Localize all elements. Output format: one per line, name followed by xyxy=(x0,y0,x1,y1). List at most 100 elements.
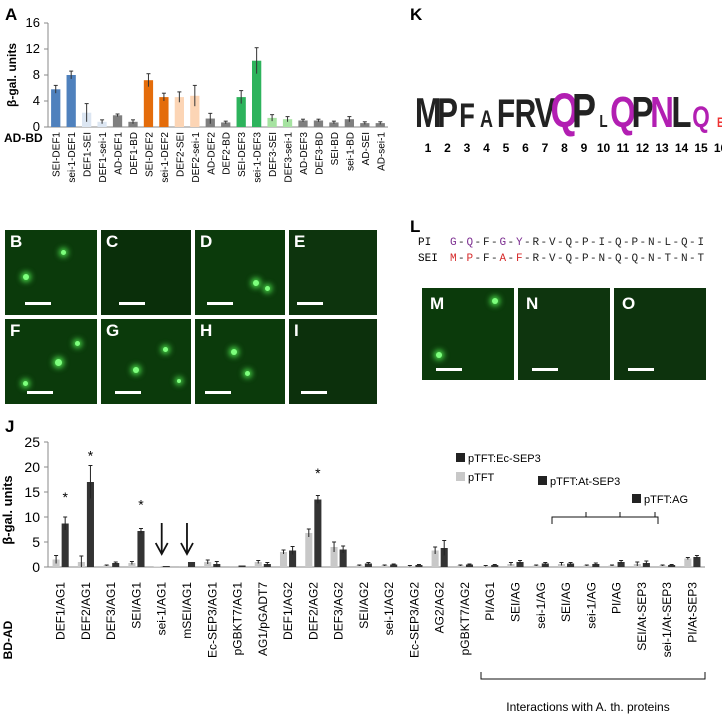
bar-DEF3-BD xyxy=(313,120,324,127)
scale-bar xyxy=(436,368,462,371)
alignment-residue: Q xyxy=(681,237,688,249)
bar-pTFT-sei-1/At-SEP3 xyxy=(659,565,667,567)
scale-bar xyxy=(297,302,323,305)
bar-DEF2-SEI xyxy=(174,97,184,127)
panel-label-f: F xyxy=(10,321,21,340)
category-label: PI/AG1 xyxy=(483,582,497,621)
alignment-residue: R xyxy=(533,253,540,265)
logo-letter-R: R xyxy=(515,92,537,136)
bracket-at-sep3 xyxy=(551,516,659,524)
logo-position: 5 xyxy=(503,141,510,155)
category-label: SEI-DEF2 xyxy=(144,132,155,177)
bar-pTFT-sei-1/AG xyxy=(532,565,540,567)
y-tick-label: 5 xyxy=(32,534,40,550)
bar-pTFT-AG1/pGADT7 xyxy=(254,562,262,567)
alignment-dash: - xyxy=(590,253,597,265)
y-tick-label: 12 xyxy=(26,41,40,56)
category-label: sei-1-DEF1 xyxy=(67,132,78,183)
logo-position: 8 xyxy=(561,141,568,155)
category-label: PI/At-SEP3 xyxy=(685,582,699,643)
alignment-residue: M xyxy=(450,253,457,265)
y-axis-label: β-gal. units xyxy=(5,43,19,107)
legend-swatch-at-sep3 xyxy=(538,476,547,485)
logo-position: 4 xyxy=(483,141,490,155)
bar-pTFT:Ec-SEP3-DEF1/AG2 xyxy=(289,550,297,567)
bar-pTFT:Ec-SEP3-DEF2/AG2 xyxy=(314,499,322,567)
alignment-residue: Q xyxy=(615,253,622,265)
bar-DEF3-SEI xyxy=(267,117,277,127)
category-label: PI/AG xyxy=(610,582,624,614)
alignment-dash: - xyxy=(475,253,482,265)
logo-letter-P: P xyxy=(631,89,653,138)
alignment-dash: - xyxy=(673,237,680,249)
alignment-dash: - xyxy=(607,253,614,265)
panel-label-c: C xyxy=(106,232,119,251)
micro-panel-b: B xyxy=(5,230,97,315)
panel-label-d: D xyxy=(200,232,213,251)
category-label: pGBKT7/AG2 xyxy=(458,582,472,656)
bar-pTFT-sei-1/AG2 xyxy=(381,565,389,567)
logo-letter-Q: Q xyxy=(550,84,578,137)
x-axis-label: BD-AD xyxy=(1,620,15,659)
logo-position: 15 xyxy=(694,141,708,155)
category-label: AD-DEF1 xyxy=(114,132,125,175)
bar-pTFT:Ec-SEP3-Ec-SEP3/AG2 xyxy=(415,565,423,567)
alignment-dash: - xyxy=(524,237,531,249)
category-label: sei-1/AG1 xyxy=(155,582,169,636)
micro-panel-c: C xyxy=(101,230,191,315)
alignment-dash: - xyxy=(574,253,581,265)
alignment-residue: G xyxy=(450,237,457,249)
legend-label-ec-sep3: pTFT:Ec-SEP3 xyxy=(468,453,541,465)
logo-position: 14 xyxy=(675,141,689,155)
bar-pTFT:Ec-SEP3-sei-1/AG1 xyxy=(162,566,170,567)
bar-pTFT-SEI/AG2 xyxy=(355,565,363,567)
category-label: AG2/AG2 xyxy=(433,582,447,634)
category-label: DEF1/AG2 xyxy=(281,582,295,640)
alignment-residue: Q xyxy=(566,237,573,249)
category-label: Ec-SEP3/AG2 xyxy=(407,582,421,658)
bar-pTFT-pGBKT7/AG2 xyxy=(456,565,464,567)
category-label: DEF3/AG2 xyxy=(332,582,346,640)
bar-pTFT:Ec-SEP3-DEF3/AG1 xyxy=(112,563,120,567)
alignment-dash: - xyxy=(458,253,465,265)
y-axis-label: β-gal. units xyxy=(0,475,15,544)
bar-DEF2-sei-1 xyxy=(190,95,200,127)
logo-position: 9 xyxy=(581,141,588,155)
panel-label-l: L xyxy=(410,217,420,236)
scale-bar xyxy=(301,391,327,394)
alignment-dash: - xyxy=(656,237,663,249)
panel-label-j: J xyxy=(5,417,14,436)
bar-pTFT-mSEI/AG1 xyxy=(178,566,186,567)
alignment-residue: Q xyxy=(467,237,474,249)
y-tick-label: 0 xyxy=(32,559,40,575)
bar-pTFT-AG2/AG2 xyxy=(431,550,439,567)
micro-panel-o: O xyxy=(614,288,706,380)
alignment-residue: Q xyxy=(632,253,639,265)
category-label: sei-1/AG2 xyxy=(382,582,396,636)
y-tick-label: 15 xyxy=(24,484,40,500)
alignment-residue: I xyxy=(698,237,705,249)
category-label: DEF2-BD xyxy=(222,132,233,175)
alignment-residue: Q xyxy=(566,253,573,265)
category-label: sei-1/At-SEP3 xyxy=(660,582,674,658)
panel-label-n: N xyxy=(526,294,539,313)
alignment-dash: - xyxy=(541,237,548,249)
bar-sei-1-DEF1 xyxy=(66,75,76,127)
category-label: DEF3/AG1 xyxy=(104,582,118,640)
alignment-dash: - xyxy=(656,253,663,265)
alignment-residue: T xyxy=(698,253,705,265)
bar-pTFT:Ec-SEP3-SEI/AG2 xyxy=(364,563,372,567)
category-label: SEI/AG xyxy=(559,582,573,622)
alignment-residue: V xyxy=(549,253,556,265)
alignment-dash: - xyxy=(557,253,564,265)
panel-label-k: K xyxy=(410,5,423,24)
x-axis-label: AD-BD xyxy=(4,131,43,145)
alignment-dash: - xyxy=(524,253,531,265)
logo-letter-Q: Q xyxy=(692,100,710,134)
down-arrow-head xyxy=(180,542,194,556)
y-tick-label: 20 xyxy=(24,459,40,475)
logo-position: 13 xyxy=(655,141,669,155)
scale-bar xyxy=(207,302,233,305)
logo-letter-F: F xyxy=(497,92,515,136)
logo-letter-Q: Q xyxy=(610,89,636,138)
